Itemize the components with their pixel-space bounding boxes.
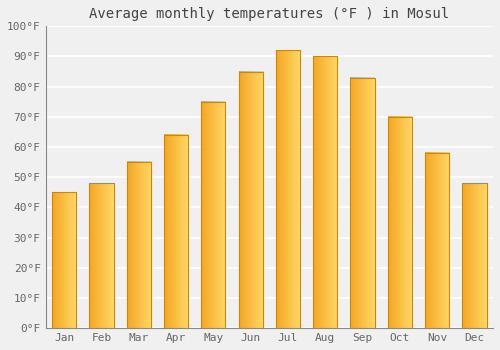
Bar — [52, 193, 76, 328]
Bar — [238, 71, 263, 328]
Bar — [164, 135, 188, 328]
Bar — [90, 183, 114, 328]
Bar — [201, 102, 226, 328]
Bar — [350, 78, 374, 328]
Bar — [462, 183, 486, 328]
Bar — [276, 50, 300, 328]
Bar — [425, 153, 449, 328]
Bar — [126, 162, 151, 328]
Title: Average monthly temperatures (°F ) in Mosul: Average monthly temperatures (°F ) in Mo… — [89, 7, 450, 21]
Bar — [388, 117, 412, 328]
Bar — [313, 56, 338, 328]
